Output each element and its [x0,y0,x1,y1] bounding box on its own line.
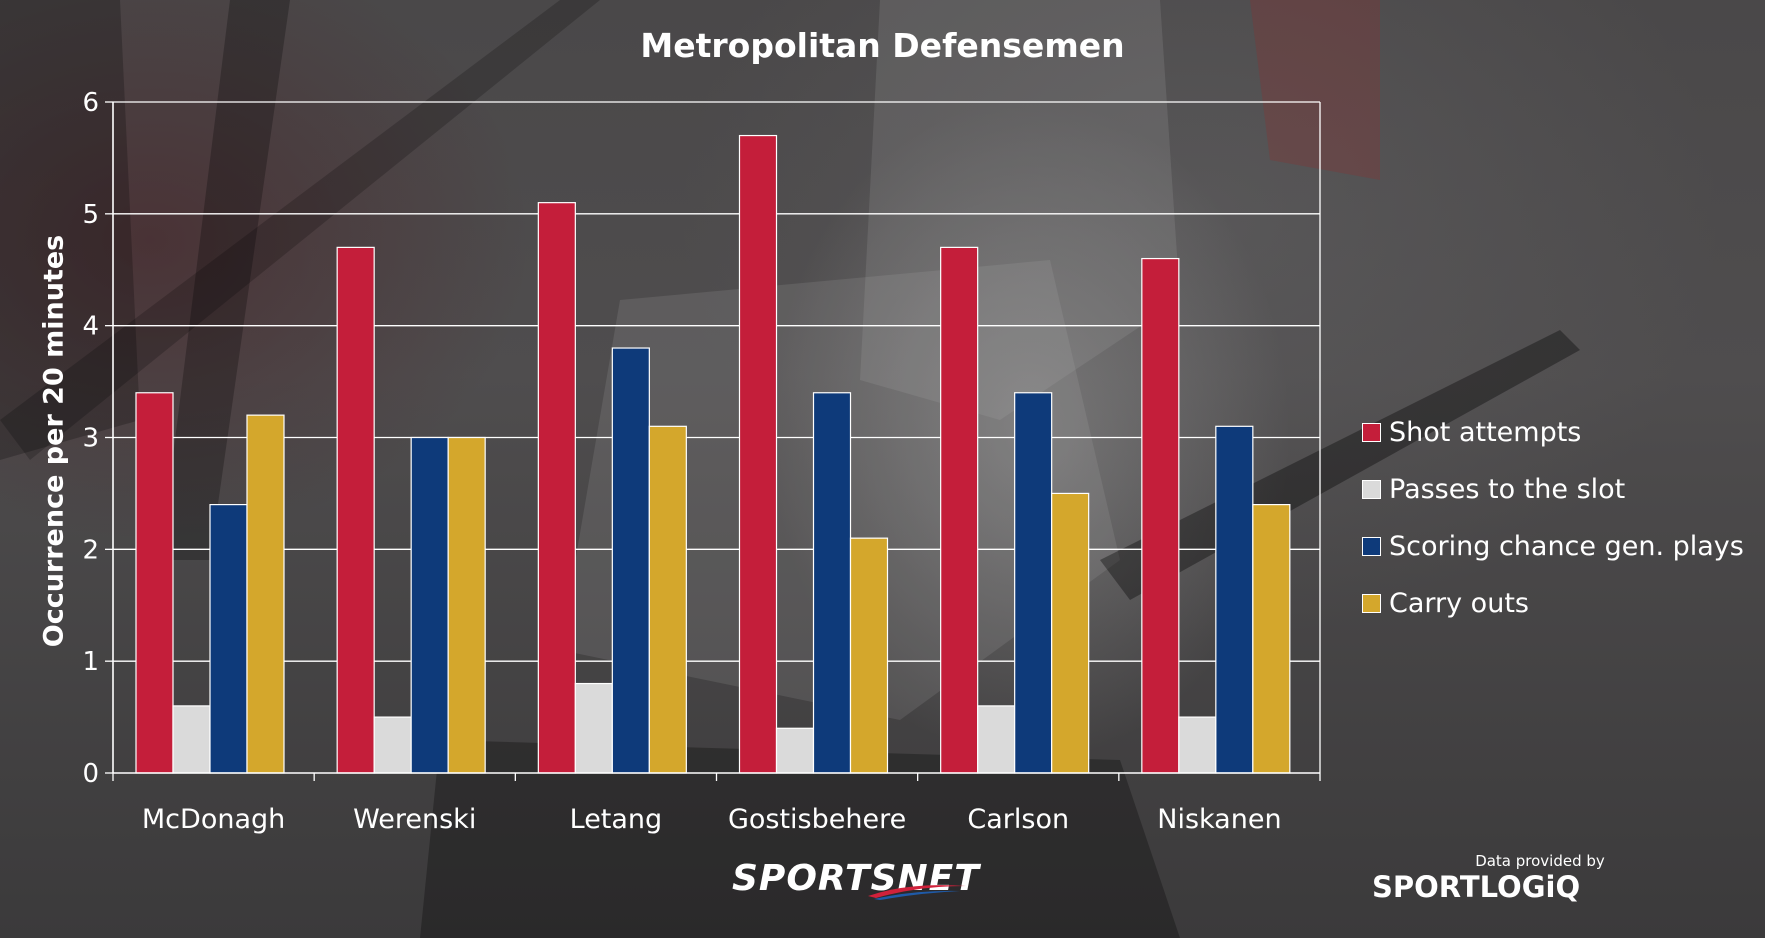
gridlines [113,101,1321,773]
legend-item-carry-outs: Carry outs [1362,575,1744,632]
legend-swatch [1362,423,1381,442]
legend-item-shot-attempts: Shot attempts [1362,404,1744,461]
y-tick-label: 4 [82,312,99,342]
bar-niskanen-shot-attempts [1141,257,1180,774]
bar-niskanen-scoring-chance-gen-plays [1215,425,1254,774]
legend-label: Carry outs [1389,588,1529,619]
bar-mcdonagh-passes-to-the-slot [172,705,211,774]
x-tick-label: McDonagh [142,804,285,835]
bar-gostisbehere-scoring-chance-gen-plays [812,392,852,774]
x-tick-label: Carlson [967,804,1069,835]
bar-gostisbehere-passes-to-the-slot [775,727,815,774]
sportsnet-swoosh-icon [868,885,966,900]
bar-werenski-shot-attempts [336,246,375,774]
bar-letang-carry-outs [648,425,687,774]
bar-carlson-carry-outs [1051,492,1090,774]
bar-carlson-passes-to-the-slot [977,705,1016,774]
x-tick-label: Werenski [353,804,476,835]
bar-werenski-passes-to-the-slot [373,716,412,774]
bar-gostisbehere-carry-outs [849,537,889,774]
y-tick-label: 5 [82,200,99,230]
bar-mcdonagh-carry-outs [246,414,285,774]
chart-title: Metropolitan Defensemen [640,26,1125,65]
x-tick-label: Gostisbehere [728,804,906,835]
bar-mcdonagh-shot-attempts [135,392,174,774]
legend-label: Shot attempts [1389,417,1582,448]
y-tick-label: 6 [82,88,99,118]
legend: Shot attempts Passes to the slot Scoring… [1362,404,1744,632]
x-tick-label: Letang [570,804,663,835]
y-tick-label: 3 [82,424,99,454]
legend-item-scoring-chance: Scoring chance gen. plays [1362,518,1744,575]
y-tick-label: 1 [82,647,99,677]
y-tick-label: 2 [82,535,99,565]
legend-label: Scoring chance gen. plays [1389,531,1744,562]
bar-werenski-scoring-chance-gen-plays [410,436,449,774]
bar-letang-passes-to-the-slot [574,682,613,774]
data-credit-note: Data provided by [1475,852,1605,870]
bars [135,134,1291,774]
bar-niskanen-passes-to-the-slot [1178,716,1217,774]
bar-niskanen-carry-outs [1252,504,1291,774]
bar-letang-shot-attempts [537,202,576,774]
legend-swatch [1362,480,1381,499]
legend-swatch [1362,537,1381,556]
sportlogiq-logo: SPORTLOGiQ [1372,870,1581,904]
bar-werenski-carry-outs [447,436,486,774]
bar-gostisbehere-shot-attempts [738,134,778,774]
y-axis-label: Occurrence per 20 minutes [38,234,70,648]
bar-mcdonagh-scoring-chance-gen-plays [209,504,248,774]
legend-item-passes-to-slot: Passes to the slot [1362,461,1744,518]
legend-label: Passes to the slot [1389,474,1626,505]
y-tick-label: 0 [82,759,99,789]
bar-carlson-scoring-chance-gen-plays [1014,392,1053,774]
legend-swatch [1362,594,1381,613]
y-tick-labels: 0 1 2 3 4 5 6 [82,88,99,789]
axes [105,101,1321,781]
bar-letang-scoring-chance-gen-plays [611,347,650,774]
x-tick-labels: McDonagh Werenski Letang Gostisbehere Carlso… [142,804,1282,835]
x-tick-label: Niskanen [1157,804,1281,835]
bar-carlson-shot-attempts [940,246,979,774]
